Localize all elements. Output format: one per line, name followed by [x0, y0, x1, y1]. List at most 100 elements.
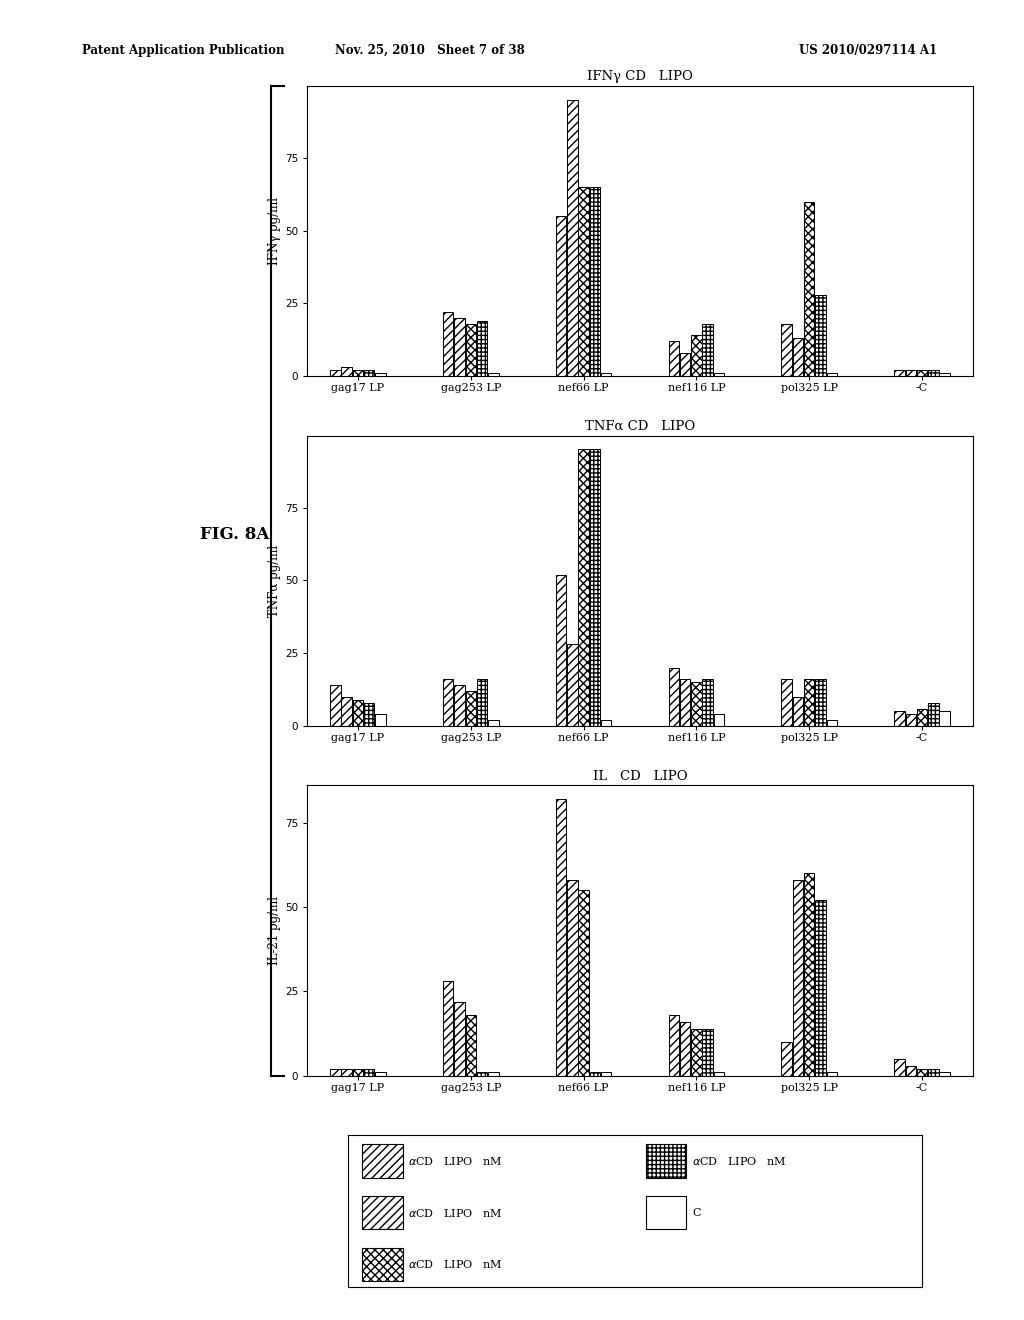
Bar: [815, 900, 825, 1076]
Bar: [601, 721, 611, 726]
Bar: [680, 1022, 690, 1076]
Text: US 2010/0297114 A1: US 2010/0297114 A1: [799, 44, 937, 57]
Y-axis label: TNFα pg/ml: TNFα pg/ml: [267, 545, 281, 616]
Bar: [928, 371, 939, 376]
Bar: [781, 680, 792, 726]
Bar: [488, 374, 499, 376]
Bar: [826, 374, 837, 376]
Bar: [362, 1144, 402, 1177]
Bar: [455, 1002, 465, 1076]
Bar: [477, 1072, 487, 1076]
Bar: [669, 1015, 679, 1076]
Bar: [804, 680, 814, 726]
Bar: [646, 1144, 686, 1177]
Bar: [691, 682, 701, 726]
Bar: [905, 1065, 915, 1076]
Bar: [579, 187, 589, 376]
Bar: [680, 680, 690, 726]
Bar: [590, 1072, 600, 1076]
Bar: [567, 644, 578, 726]
Bar: [376, 714, 386, 726]
Bar: [488, 721, 499, 726]
Bar: [939, 1072, 950, 1076]
Bar: [590, 187, 600, 376]
Bar: [362, 1247, 402, 1280]
Title: TNFα CD   LIPO: TNFα CD LIPO: [585, 420, 695, 433]
Bar: [579, 449, 589, 726]
Bar: [928, 1069, 939, 1076]
Text: FIG. 8A: FIG. 8A: [200, 527, 269, 543]
Bar: [341, 367, 352, 376]
Bar: [916, 371, 927, 376]
Bar: [567, 880, 578, 1076]
Text: $\alpha$CD   LIPO   nM: $\alpha$CD LIPO nM: [692, 1155, 786, 1167]
Bar: [905, 371, 915, 376]
Bar: [916, 1069, 927, 1076]
Bar: [330, 371, 341, 376]
Bar: [680, 352, 690, 376]
Bar: [443, 981, 454, 1076]
Bar: [826, 721, 837, 726]
Bar: [793, 697, 803, 726]
Text: $\alpha$CD   LIPO   nM: $\alpha$CD LIPO nM: [409, 1155, 503, 1167]
Bar: [804, 874, 814, 1076]
Bar: [669, 668, 679, 726]
Bar: [793, 338, 803, 376]
Bar: [939, 711, 950, 726]
Bar: [353, 700, 364, 726]
Bar: [714, 374, 724, 376]
Bar: [455, 318, 465, 376]
Bar: [702, 1028, 713, 1076]
Bar: [567, 99, 578, 376]
Bar: [826, 1072, 837, 1076]
Bar: [477, 680, 487, 726]
Text: $\alpha$CD   LIPO   nM: $\alpha$CD LIPO nM: [409, 1206, 503, 1218]
Bar: [939, 374, 950, 376]
Bar: [894, 711, 904, 726]
Bar: [781, 323, 792, 376]
Bar: [590, 449, 600, 726]
Bar: [691, 1028, 701, 1076]
Bar: [330, 1069, 341, 1076]
Bar: [916, 709, 927, 726]
Bar: [362, 1196, 402, 1229]
Bar: [466, 692, 476, 726]
Bar: [556, 574, 566, 726]
Bar: [702, 323, 713, 376]
Bar: [488, 1072, 499, 1076]
Bar: [455, 685, 465, 726]
Bar: [365, 1069, 375, 1076]
Bar: [330, 685, 341, 726]
Bar: [646, 1196, 686, 1229]
Bar: [781, 1041, 792, 1076]
Bar: [601, 374, 611, 376]
Bar: [894, 1059, 904, 1076]
Bar: [376, 374, 386, 376]
Bar: [669, 342, 679, 376]
Bar: [353, 1069, 364, 1076]
Bar: [691, 335, 701, 376]
Bar: [443, 312, 454, 376]
Bar: [341, 1069, 352, 1076]
Title: IFNγ CD   LIPO: IFNγ CD LIPO: [587, 70, 693, 83]
Bar: [466, 1015, 476, 1076]
Text: C: C: [692, 1208, 700, 1217]
Bar: [793, 880, 803, 1076]
Bar: [365, 371, 375, 376]
Bar: [815, 680, 825, 726]
Bar: [443, 680, 454, 726]
Bar: [353, 371, 364, 376]
Bar: [477, 321, 487, 376]
Bar: [579, 890, 589, 1076]
Text: Patent Application Publication: Patent Application Publication: [82, 44, 285, 57]
Bar: [714, 1072, 724, 1076]
Bar: [365, 702, 375, 726]
Bar: [894, 371, 904, 376]
Text: $\alpha$CD   LIPO   nM: $\alpha$CD LIPO nM: [409, 1258, 503, 1270]
Bar: [815, 294, 825, 376]
Bar: [341, 697, 352, 726]
Bar: [905, 714, 915, 726]
Bar: [702, 680, 713, 726]
Bar: [376, 1072, 386, 1076]
Text: Nov. 25, 2010   Sheet 7 of 38: Nov. 25, 2010 Sheet 7 of 38: [335, 44, 525, 57]
